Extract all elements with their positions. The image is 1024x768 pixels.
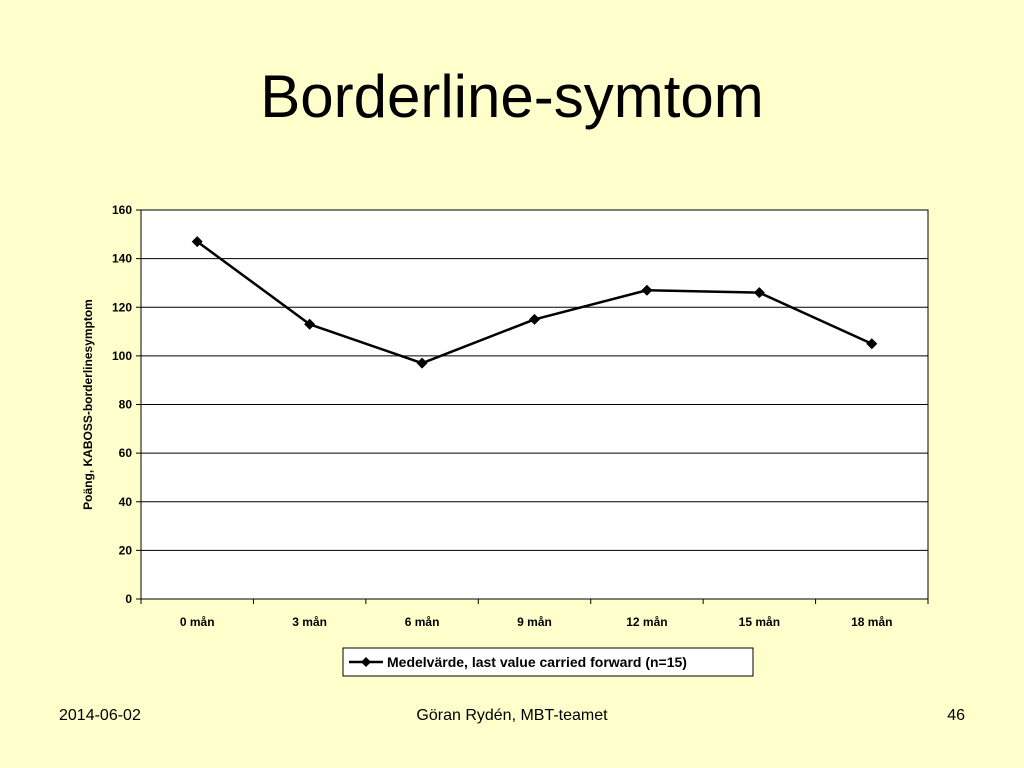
data-point [866, 338, 878, 350]
x-tick-label: 6 mån [405, 615, 440, 629]
y-tick-label: 100 [112, 349, 132, 363]
data-point [641, 284, 653, 296]
legend-box [342, 647, 754, 677]
y-tick-label: 60 [119, 446, 133, 460]
x-tick-label: 18 mån [851, 615, 892, 629]
y-tick-label: 80 [119, 398, 133, 412]
x-tick-label: 0 mån [180, 615, 215, 629]
footer-page-number: 46 [947, 707, 965, 724]
data-point [304, 318, 316, 330]
legend-label: Medelvärde, last value carried forward (… [387, 654, 687, 670]
data-point [416, 357, 428, 369]
y-tick-label: 20 [119, 543, 133, 557]
y-tick-label: 0 [125, 592, 132, 606]
footer-author: Göran Rydén, MBT-teamet [416, 707, 608, 724]
x-tick-label: 9 mån [517, 615, 552, 629]
x-tick-label: 12 mån [626, 615, 667, 629]
y-axis-label: Poäng, KABOSS-borderlinesymptom [81, 299, 95, 510]
x-tick-label: 15 mån [739, 615, 780, 629]
footer-date: 2014-06-02 [59, 707, 141, 724]
data-point [529, 313, 540, 325]
data-point [191, 236, 203, 248]
x-tick-label: 3 mån [292, 615, 327, 629]
line-chart: 0 20 40 60 80 100 120 140 160 0 mån 3 mån 6 mån 9 må… [81, 203, 929, 677]
y-tick-label: 40 [119, 495, 133, 509]
y-tick-label: 140 [112, 252, 132, 266]
y-tick-label: 120 [112, 300, 132, 314]
legend-swatch-marker [361, 657, 371, 667]
data-point [753, 287, 765, 299]
y-tick-label: 160 [112, 203, 132, 217]
slide-title: Borderline-symtom [260, 63, 764, 130]
